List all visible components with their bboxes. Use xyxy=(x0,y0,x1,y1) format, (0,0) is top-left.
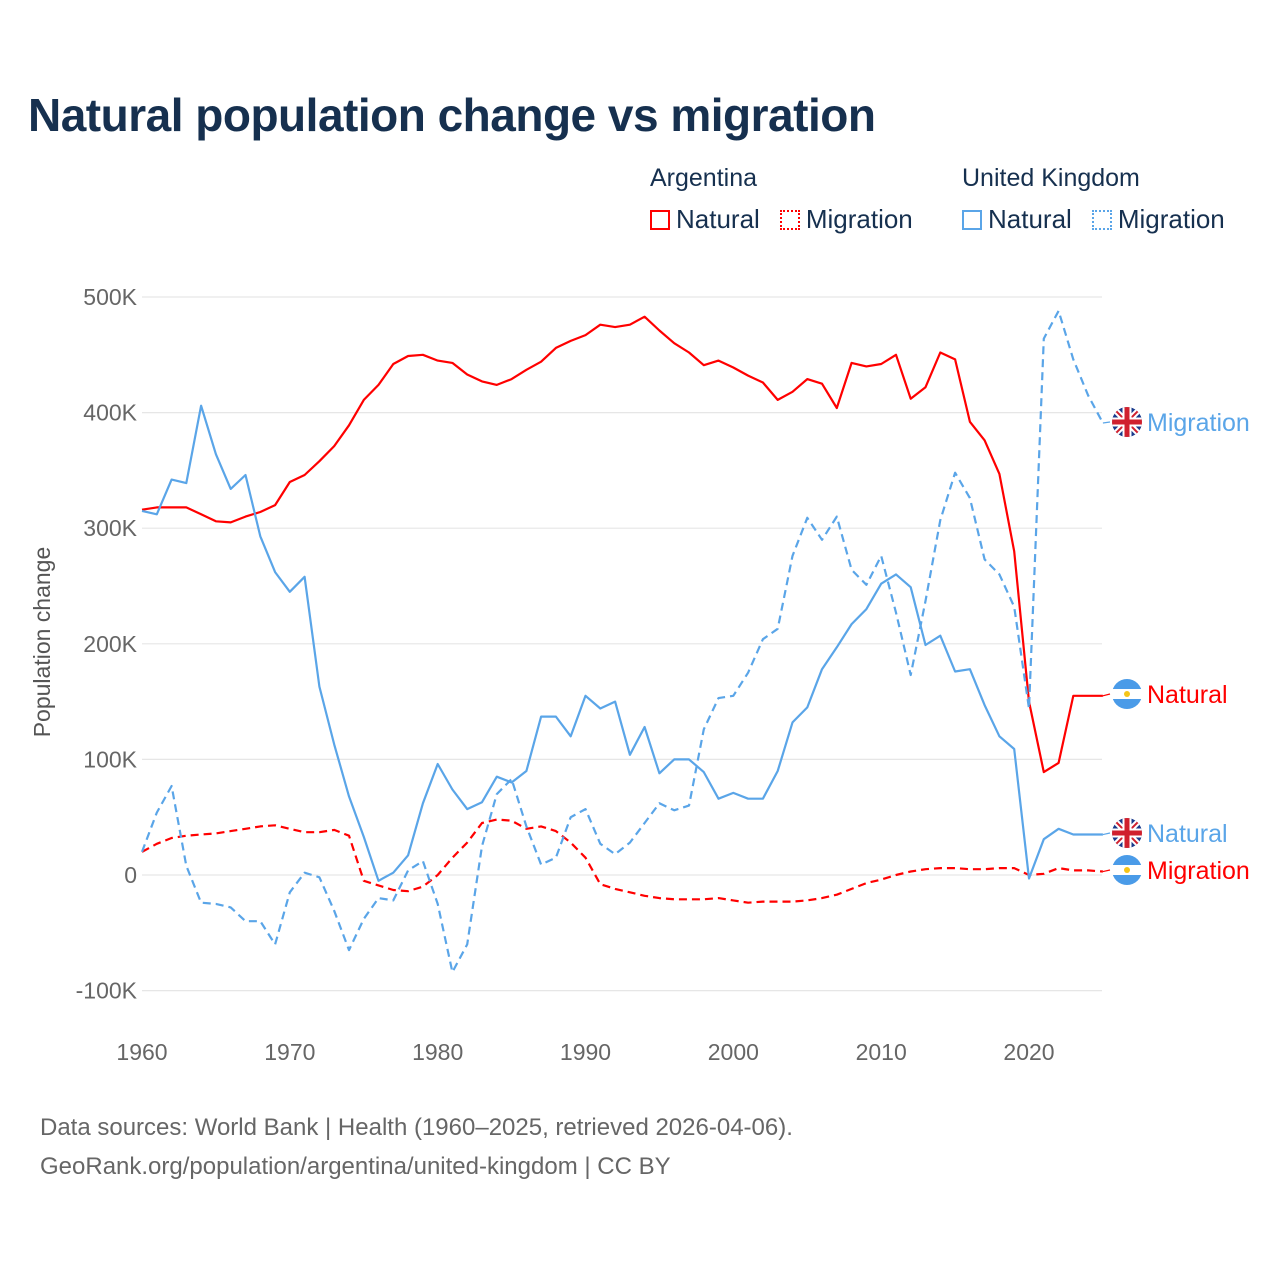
end-label: Migration xyxy=(1147,857,1250,885)
x-tick-label: 2000 xyxy=(708,1039,759,1065)
x-tick-label: 2020 xyxy=(1003,1039,1054,1065)
legend-swatch-dotted-red xyxy=(779,209,800,230)
legend-label: Natural xyxy=(988,204,1072,234)
legend-label: Migration xyxy=(805,204,913,234)
x-tick-label: 1960 xyxy=(116,1039,167,1065)
legend-item-uk-natural[interactable]: Natural xyxy=(962,204,1072,235)
legend-group-argentina: Argentina xyxy=(650,164,758,192)
x-tick-label: 1980 xyxy=(412,1039,463,1065)
legend-swatch-solid-red xyxy=(650,209,670,230)
series-line-argentina-natural[interactable] xyxy=(141,315,1103,774)
end-label-connector xyxy=(1102,421,1111,424)
legend-swatch-solid-blue xyxy=(962,209,982,230)
y-tick-label: 500K xyxy=(83,284,137,310)
legend-item-argentina-natural[interactable]: Natural xyxy=(650,204,760,235)
legend-group-uk: United Kingdom xyxy=(962,164,1140,192)
uk-flag-icon xyxy=(1112,407,1142,437)
x-tick-label: 1990 xyxy=(560,1039,611,1065)
y-tick-label: -100K xyxy=(76,978,138,1004)
y-tick-label: 400K xyxy=(83,400,137,426)
y-tick-label: 300K xyxy=(83,515,137,541)
argentina-flag-icon xyxy=(1112,855,1142,885)
legend-label: Natural xyxy=(676,204,760,234)
end-label: Migration xyxy=(1147,409,1250,437)
y-axis-label: Population change xyxy=(29,547,55,738)
x-tick-label: 1970 xyxy=(264,1039,315,1065)
y-tick-label: 200K xyxy=(83,631,137,657)
x-tick-label: 2010 xyxy=(856,1039,907,1065)
legend-item-uk-migration[interactable]: Migration xyxy=(1091,204,1225,235)
uk-flag-icon xyxy=(1112,818,1142,848)
source-link[interactable]: GeoRank.org/population/argentina/united-… xyxy=(40,1153,671,1180)
chart-title: Natural population change vs migration xyxy=(28,89,876,141)
end-label-connector xyxy=(1102,869,1111,873)
legend-item-argentina-migration[interactable]: Migration xyxy=(779,204,913,235)
line-chart: -100K 0 100K 200K 300K 400K 500K 1960 1970 1980 1… xyxy=(29,284,1250,1065)
end-label-connector xyxy=(1102,693,1111,697)
series-line-argentina-migration[interactable] xyxy=(141,818,1103,904)
source-line: Data sources: World Bank | Health (1960–… xyxy=(40,1114,793,1141)
legend-swatch-dotted-blue xyxy=(1091,209,1112,230)
legend-label: Migration xyxy=(1117,204,1225,234)
legend-argentina: Natural Migration xyxy=(650,204,913,235)
legend-uk: Natural Migration xyxy=(962,204,1225,235)
end-label-connector xyxy=(1102,832,1111,836)
source-note: Data sources: World Bank | Health (1960–… xyxy=(40,1108,793,1186)
y-tick-label: 100K xyxy=(83,746,137,772)
series-line-united-kingdom-migration[interactable] xyxy=(140,309,1104,974)
series-line-united-kingdom-natural[interactable] xyxy=(141,404,1103,882)
end-label: Natural xyxy=(1147,681,1228,709)
argentina-flag-icon xyxy=(1112,679,1142,709)
end-label: Natural xyxy=(1147,820,1228,848)
y-tick-label: 0 xyxy=(124,862,137,888)
